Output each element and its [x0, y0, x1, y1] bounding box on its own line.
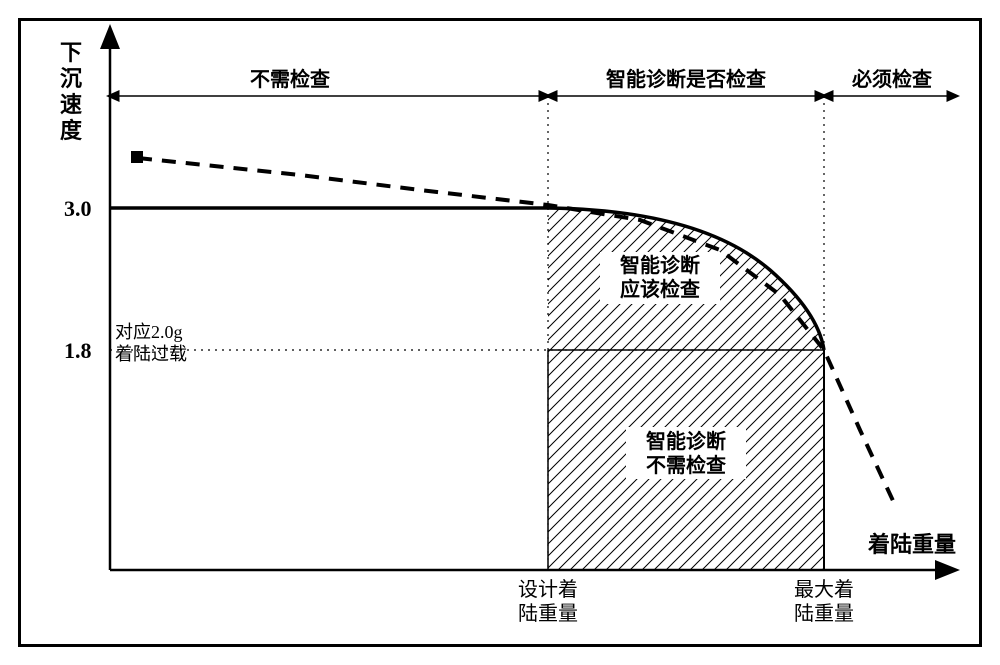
svg-text:下: 下 — [60, 40, 82, 65]
svg-text:不需检查: 不需检查 — [646, 453, 726, 477]
svg-text:着陆重量: 着陆重量 — [867, 532, 956, 557]
side-note: 对应2.0g 着陆过载 — [115, 322, 187, 364]
svg-text:着陆过载: 着陆过载 — [115, 344, 187, 364]
diagram-frame: 下 沉 速 度 着陆重量 3.0 1.8 不需检查 智能诊断是否检查 必须检查 … — [0, 0, 1000, 665]
svg-text:智能诊断: 智能诊断 — [646, 429, 726, 453]
y-axis-label: 下 沉 速 度 — [60, 40, 83, 143]
svg-text:陆重量: 陆重量 — [518, 602, 578, 625]
svg-text:陆重量: 陆重量 — [794, 602, 854, 625]
svg-text:度: 度 — [60, 118, 83, 143]
zone-smart-check: 智能诊断是否检查 — [606, 67, 766, 91]
y-tick-1-8: 1.8 — [64, 338, 92, 363]
dashed-start-marker — [131, 151, 143, 163]
svg-text:最大着: 最大着 — [794, 578, 854, 601]
svg-text:对应2.0g: 对应2.0g — [115, 322, 183, 342]
svg-text:应该检查: 应该检查 — [620, 277, 700, 301]
svg-text:1.8: 1.8 — [64, 338, 92, 363]
svg-text:智能诊断是否检查: 智能诊断是否检查 — [606, 67, 766, 91]
x-axis-label: 着陆重量 — [867, 532, 956, 557]
x-label-max: 最大着 陆重量 — [794, 578, 854, 625]
svg-text:速: 速 — [60, 92, 82, 117]
zone-must-check: 必须检查 — [851, 67, 932, 91]
svg-text:必须检查: 必须检查 — [851, 67, 932, 91]
y-tick-3: 3.0 — [64, 196, 92, 221]
plot-svg: 下 沉 速 度 着陆重量 3.0 1.8 不需检查 智能诊断是否检查 必须检查 … — [0, 0, 1000, 665]
x-label-design: 设计着 陆重量 — [518, 578, 578, 625]
svg-text:3.0: 3.0 — [64, 196, 92, 221]
svg-text:不需检查: 不需检查 — [250, 67, 330, 91]
zone-no-check: 不需检查 — [250, 67, 330, 91]
svg-text:智能诊断: 智能诊断 — [620, 253, 700, 277]
svg-text:设计着: 设计着 — [518, 578, 578, 601]
svg-text:沉: 沉 — [60, 66, 82, 91]
